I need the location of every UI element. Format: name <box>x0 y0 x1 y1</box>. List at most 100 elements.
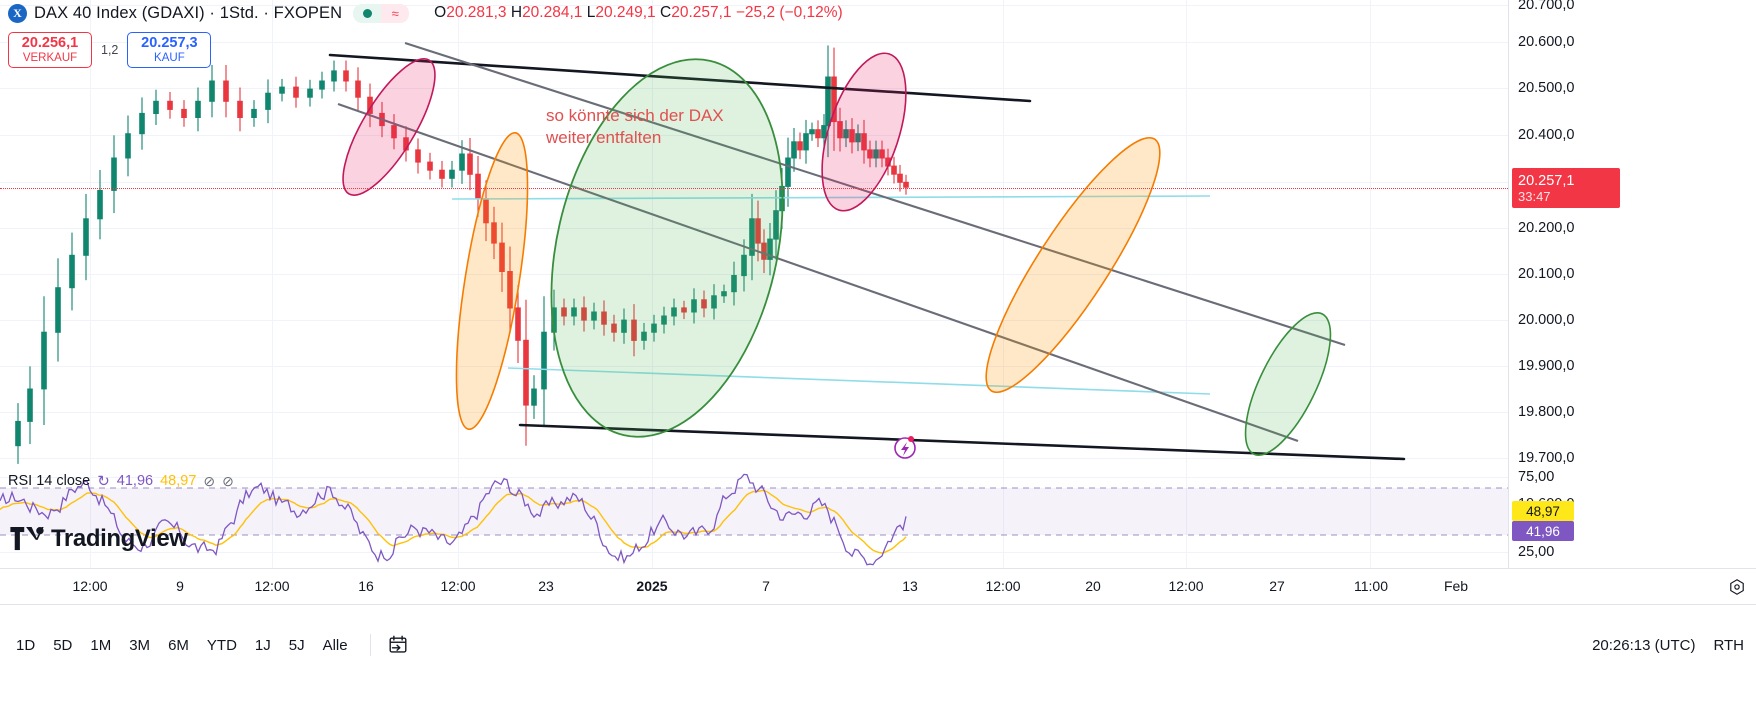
timeframe-ytd[interactable]: YTD <box>199 630 245 660</box>
timeframe-1d[interactable]: 1D <box>8 630 43 660</box>
market-status-badges[interactable]: ≈ <box>353 3 410 23</box>
gridline-h <box>0 412 1508 413</box>
price-axis-separator <box>1508 0 1509 568</box>
current-price-badge[interactable]: 20.257,1 33:47 <box>1512 168 1620 208</box>
alert-dot-icon <box>908 436 914 442</box>
session-label[interactable]: RTH <box>1713 636 1744 654</box>
gridline-h <box>0 552 1508 553</box>
ohlc-l-key: L <box>586 4 596 21</box>
gridline-v <box>652 0 653 470</box>
gridline-v <box>90 470 91 568</box>
timeframe-alle[interactable]: Alle <box>315 630 356 660</box>
ohlc-h-value: 20.284,1 <box>522 4 583 21</box>
time-tick: 12:00 <box>1168 578 1204 594</box>
grey-channel-upper <box>404 42 1346 346</box>
rsi-value-badge[interactable]: 41,96 <box>1512 521 1574 541</box>
rsi-legend-title: RSI 14 close <box>8 473 91 489</box>
time-axis[interactable]: 12:00 9 12:00 16 12:00 23 2025 7 13 12:0… <box>0 568 1756 604</box>
refresh-icon[interactable]: ↻ <box>97 473 110 490</box>
time-tick: 11:00 <box>1354 578 1388 594</box>
pink-zone-left <box>342 58 436 196</box>
price-tick: 19.700,0 <box>1518 450 1575 466</box>
time-tick: Feb <box>1443 578 1469 594</box>
cyan-level-20200-line <box>451 195 1211 200</box>
rsi-ma-badge[interactable]: 48,97 <box>1512 501 1574 521</box>
toolbar-divider <box>369 634 371 656</box>
symbol-legend[interactable]: X DAX 40 Index (GDAXI) · 1Std. · FXOPEN … <box>8 2 843 24</box>
upper-black-trendline <box>328 53 1032 103</box>
time-tick: 12:00 <box>72 578 108 594</box>
axis-settings-icon[interactable] <box>1728 578 1746 596</box>
buy-button[interactable]: 20.257,3 KAUF <box>127 32 212 68</box>
sell-button[interactable]: 20.256,1 VERKAUF <box>8 32 92 68</box>
settings-icon[interactable]: ⊘ <box>222 472 234 489</box>
cyan-level-19790-line <box>507 367 1211 395</box>
gridline-h <box>0 5 1508 6</box>
time-tick: 27 <box>1269 578 1285 594</box>
rsi-tick: 75,00 <box>1518 469 1555 485</box>
gridline-h <box>0 366 1508 367</box>
sell-price: 20.256,1 <box>21 35 79 52</box>
ohlc-o-key: O <box>434 4 447 21</box>
buy-label: KAUF <box>154 51 185 64</box>
timeframe-group[interactable]: 1D 5D 1M 3M 6M YTD 1J 5J Alle <box>8 630 411 660</box>
price-tick: 19.900,0 <box>1518 358 1575 374</box>
tradingview-mark-icon <box>10 527 44 551</box>
bottom-toolbar[interactable]: 1D 5D 1M 3M 6M YTD 1J 5J Alle 20:26:13 (… <box>0 604 1756 712</box>
buy-price: 20.257,3 <box>141 35 198 52</box>
gridline-h <box>0 42 1508 43</box>
gridline-h <box>0 182 1508 183</box>
current-price-value: 20.257,1 <box>1518 172 1575 189</box>
pink-zone-right <box>821 52 907 212</box>
status-right[interactable]: 20:26:13 (UTC) RTH <box>1592 630 1744 660</box>
green-zone-center <box>550 58 784 438</box>
time-tick-year: 2025 <box>636 578 668 594</box>
timeframe-1m[interactable]: 1M <box>82 630 119 660</box>
timeframe-3m[interactable]: 3M <box>121 630 158 660</box>
price-tick: 20.500,0 <box>1518 80 1575 96</box>
price-axis[interactable]: 20.700,0 20.600,0 20.500,0 20.400,0 20.3… <box>1508 0 1756 568</box>
gridline-v <box>652 470 653 568</box>
gridline-h <box>0 274 1508 275</box>
alert-bolt-icon <box>901 442 909 456</box>
sell-label: VERKAUF <box>22 51 78 64</box>
symbol-logo-icon: X <box>8 3 27 23</box>
rsi-indicator-pane[interactable] <box>0 470 1508 568</box>
gridline-v <box>272 470 273 568</box>
time-tick: 20 <box>1085 578 1101 594</box>
gridline-v <box>1003 470 1004 568</box>
symbol-title[interactable]: DAX 40 Index (GDAXI) · 1Std. · FXOPEN <box>34 3 343 22</box>
rsi-series <box>0 473 1508 566</box>
data-delayed-icon: ≈ <box>381 3 410 23</box>
rsi-legend[interactable]: RSI 14 close ↻ 41,96 48,97 ⊘ ⊘ <box>8 472 234 491</box>
time-tick: 16 <box>358 578 374 594</box>
drawings-overlay[interactable] <box>0 0 1508 470</box>
gridline-v <box>272 0 273 470</box>
tradingview-logo[interactable]: TradingView <box>10 525 188 553</box>
gridline-h <box>0 477 1508 478</box>
time-tick: 23 <box>538 578 554 594</box>
price-tick: 20.000,0 <box>1518 312 1575 328</box>
grey-channel-lower <box>337 103 1299 442</box>
timeframe-5j[interactable]: 5J <box>281 630 313 660</box>
trade-buttons[interactable]: 20.256,1 VERKAUF 1,2 20.257,3 KAUF <box>8 32 212 68</box>
time-tick: 12:00 <box>440 578 476 594</box>
gridline-h <box>0 320 1508 321</box>
eye-icon[interactable]: ⊘ <box>203 472 216 489</box>
gridline-h <box>0 135 1508 136</box>
calendar-range-icon[interactable] <box>385 632 411 658</box>
price-chart-plot[interactable]: so könnte sich der DAX weiter entfalten <box>0 0 1508 470</box>
clock-time[interactable]: 20:26:13 (UTC) <box>1592 636 1696 654</box>
time-tick: 12:00 <box>254 578 290 594</box>
chart-annotation-text[interactable]: so könnte sich der DAX weiter entfalten <box>546 106 724 148</box>
rsi-tick: 25,00 <box>1518 544 1555 560</box>
ohlc-c-key: C <box>660 4 672 21</box>
gridline-h <box>0 458 1508 459</box>
rsi-band <box>0 488 1508 535</box>
market-open-dot-icon <box>353 3 382 23</box>
timeframe-1j[interactable]: 1J <box>247 630 279 660</box>
gridline-v <box>90 0 91 470</box>
timeframe-5d[interactable]: 5D <box>45 630 80 660</box>
timeframe-6m[interactable]: 6M <box>160 630 197 660</box>
